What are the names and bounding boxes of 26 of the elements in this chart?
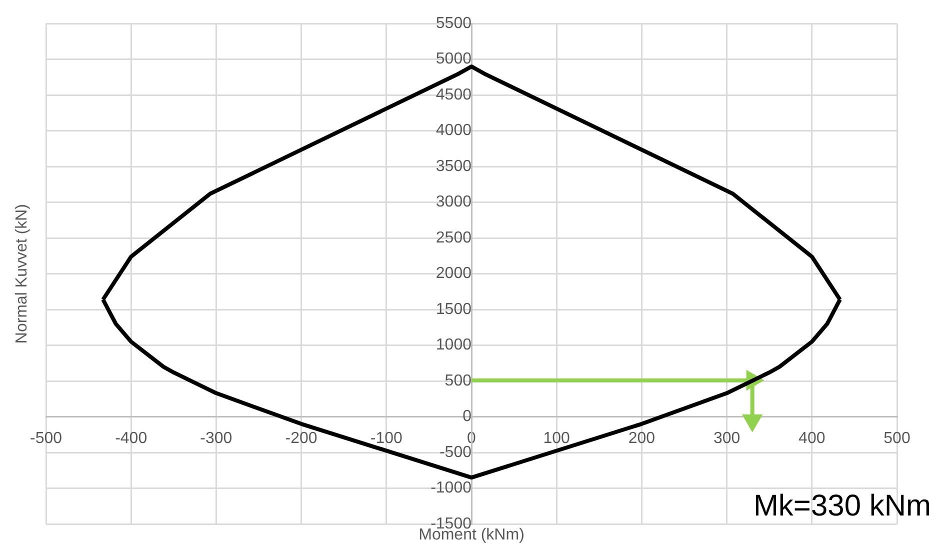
y-tick-label: 4000 bbox=[436, 122, 472, 140]
y-tick-label: 3000 bbox=[436, 194, 472, 211]
y-tick-label: 1500 bbox=[436, 300, 472, 318]
x-tick-label: 500 bbox=[884, 430, 910, 447]
y-tick-label: 4500 bbox=[436, 86, 472, 104]
y-tick-label: 0 bbox=[462, 408, 472, 426]
y-tick-label: -1000 bbox=[430, 480, 472, 497]
x-tick-label: -200 bbox=[285, 430, 318, 447]
x-tick-label: -300 bbox=[200, 430, 232, 447]
y-tick-label: 500 bbox=[444, 372, 472, 390]
y-tick-label: -500 bbox=[439, 444, 472, 461]
y-axis-title: Normal Kuvvet (kN) bbox=[13, 204, 30, 344]
y-tick-label: 5500 bbox=[436, 15, 472, 32]
x-tick-label: 400 bbox=[798, 430, 826, 447]
x-tick-label: 300 bbox=[713, 430, 740, 447]
y-tick-label: 1000 bbox=[436, 336, 472, 354]
x-tick-label: 100 bbox=[543, 430, 570, 447]
y-tick-label: 2500 bbox=[436, 229, 472, 246]
x-tick-label: -100 bbox=[370, 430, 403, 447]
annotation: Mk=330 kNm bbox=[753, 489, 931, 522]
y-tick-label: 5000 bbox=[436, 50, 472, 68]
x-tick-label: 200 bbox=[628, 430, 656, 447]
y-tick-label: 3500 bbox=[436, 158, 472, 175]
x-tick-label: -400 bbox=[115, 430, 148, 447]
y-tick-label: 2000 bbox=[436, 265, 472, 282]
x-tick-label: -500 bbox=[30, 430, 62, 447]
